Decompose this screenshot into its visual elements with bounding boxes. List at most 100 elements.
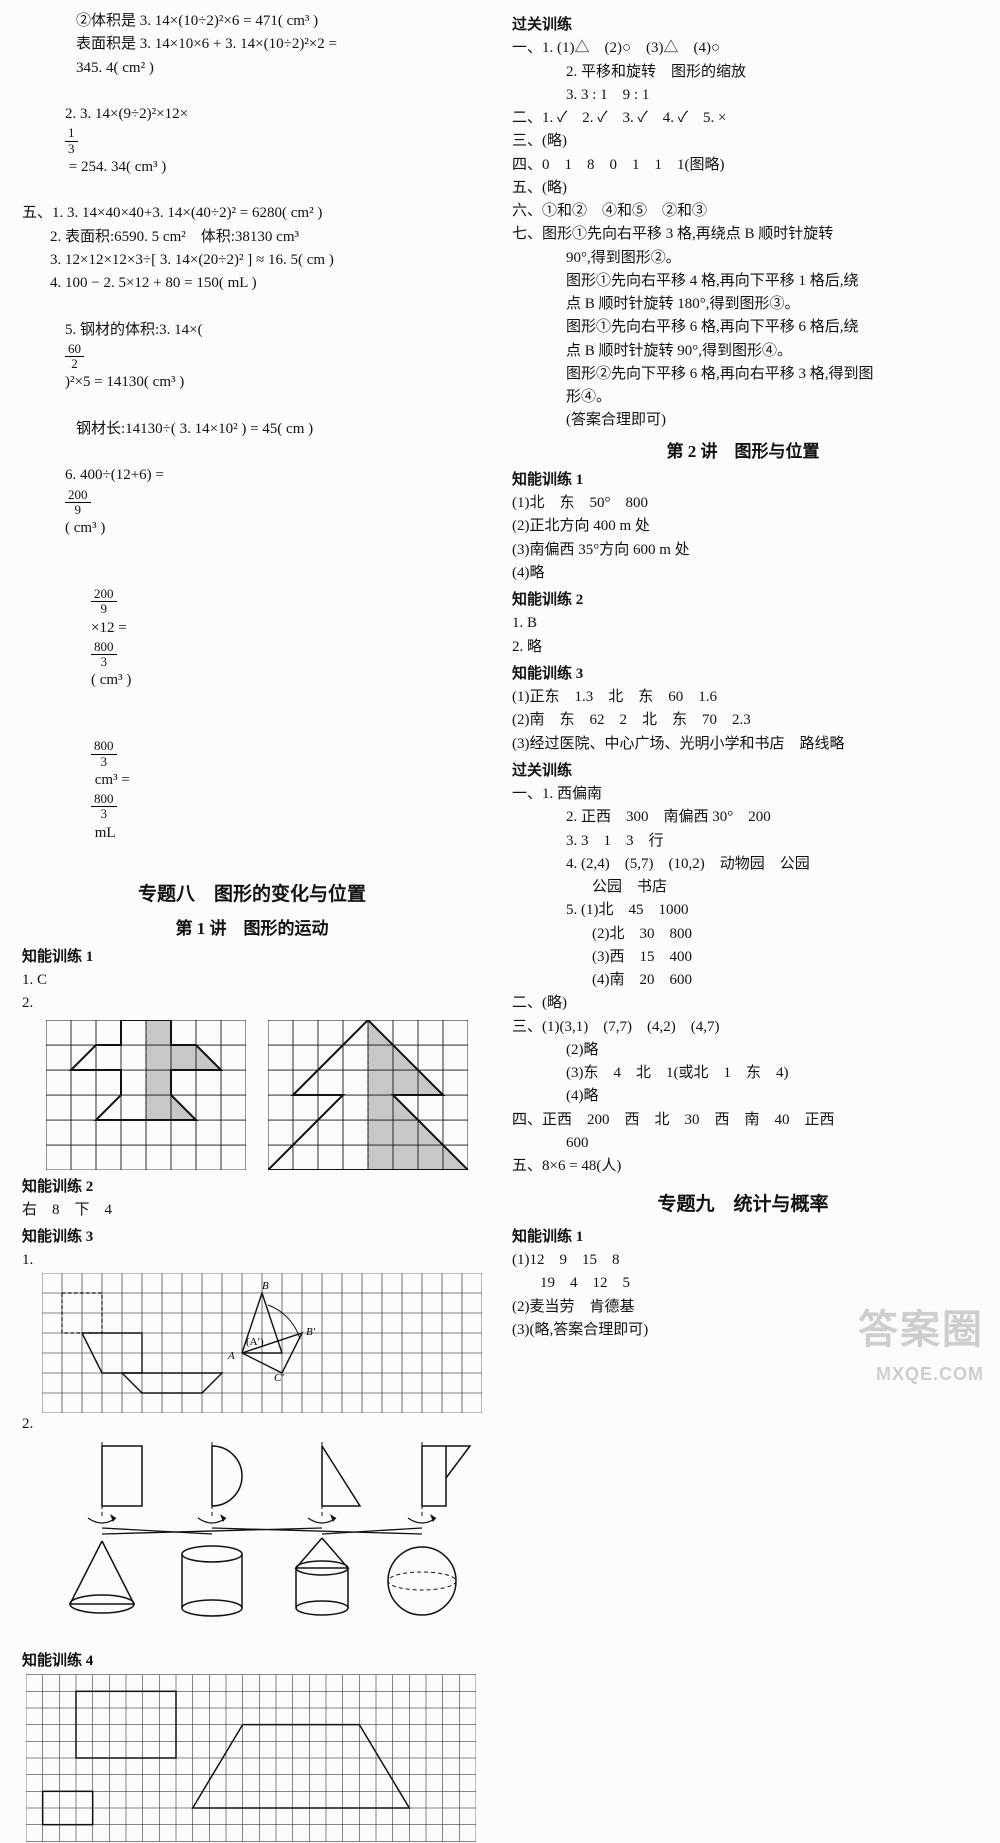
text: 一、1. (1)△ (2)○ (3)△ (4)○ [512,37,974,60]
subheading: 知能训练 3 [512,663,974,686]
t: 5. 钢材的体积:3. 14×( [65,322,203,338]
text: 1. B [512,612,974,635]
text: 1. [22,1249,482,1272]
t: 6. 400÷(12+6) = [65,467,168,483]
subheading: 知能训练 4 [22,1650,482,1673]
text: ②体积是 3. 14×(10÷2)²×6 = 471( cm³ ) [22,10,482,33]
text: 六、①和② ④和⑤ ②和③ [512,200,974,223]
subheading: 知能训练 2 [22,1176,482,1199]
t: 2. 3. 14×(9÷2)²×12× [65,106,188,122]
text: 右 8 下 4 [22,1199,482,1222]
text: 2009 ×12 = 8003 ( cm³ ) [22,564,482,716]
text: 公园 书店 [512,876,974,899]
text: (3)西 15 400 [512,946,974,969]
text: (1)北 东 50° 800 [512,492,974,515]
text: 图形①先向右平移 4 格,再向下平移 1 格后,绕 [512,270,974,293]
subheading: 知能训练 1 [512,469,974,492]
text: (2)略 [512,1039,974,1062]
text: 2. 平移和旋转 图形的缩放 [512,61,974,84]
svg-text:B′: B′ [306,1326,316,1338]
text: 90°,得到图形②。 [512,247,974,270]
watermark-bottom: MXQE.COM [858,1361,984,1389]
heading-section-2: 第 2 讲 图形与位置 [512,439,974,465]
matching-solids-figure [42,1436,482,1646]
text: 点 B 顺时针旋转 180°,得到图形③。 [512,293,974,316]
subheading: 知能训练 3 [22,1226,482,1249]
text: 形④。 [512,386,974,409]
heading-section-1: 第 1 讲 图形的运动 [22,916,482,942]
watermark-top: 答案圈 [858,1299,984,1361]
left-column: ②体积是 3. 14×(10÷2)²×6 = 471( cm³ ) 表面积是 3… [0,0,500,1399]
text: 一、1. 西偏南 [512,783,974,806]
text: 4. 100 − 2. 5×12 + 80 = 150( mL ) [22,272,482,295]
text: (1)12 9 15 8 [512,1249,974,1272]
figure-row-1 [46,1020,482,1170]
t: cm³ = [91,772,134,788]
fraction: 8003 [91,739,117,769]
text: 1. C [22,969,482,992]
fraction: 2009 [91,587,117,617]
text: 600 [512,1132,974,1155]
heading-topic-9: 专题九 统计与概率 [512,1190,974,1219]
text: 点 B 顺时针旋转 90°,得到图形④。 [512,340,974,363]
subheading: 过关训练 [512,760,974,783]
subheading: 知能训练 2 [512,589,974,612]
text: 6. 400÷(12+6) = 2009 ( cm³ ) [22,441,482,564]
text: 3. 3 : 1 9 : 1 [512,84,974,107]
text: 3. 12×12×12×3÷[ 3. 14×(20÷2)² ] ≈ 16. 5(… [22,249,482,272]
grid-figure-star [46,1020,246,1170]
t: ( cm³ ) [91,672,131,688]
text: 4. (2,4) (5,7) (10,2) 动物园 公园 [512,853,974,876]
text: 345. 4( cm² ) [22,57,482,80]
text: 三、(1)(3,1) (7,7) (4,2) (4,7) [512,1016,974,1039]
text: 三、(略) [512,130,974,153]
text: (3)南偏西 35°方向 600 m 处 [512,539,974,562]
text: 2. [22,992,482,1015]
fraction: 13 [65,126,78,156]
subheading: 知能训练 1 [512,1226,974,1249]
text: 二、1. ✓ 2. ✓ 3. ✓ 4. ✓ 5. × [512,107,974,130]
right-column: 过关训练 一、1. (1)△ (2)○ (3)△ (4)○ 2. 平移和旋转 图… [500,0,1000,1399]
text: 五、8×6 = 48(人) [512,1155,974,1178]
heading-topic-8: 专题八 图形的变化与位置 [22,880,482,909]
text: 8003 cm³ = 8003 mL [22,716,482,868]
text: 2. 3. 14×(9÷2)²×12× 13 = 254. 34( cm³ ) [22,80,482,203]
subheading: 知能训练 1 [22,946,482,969]
text: 19 4 12 5 [512,1272,974,1295]
text: (2)正北方向 400 m 处 [512,515,974,538]
text: (4)南 20 600 [512,969,974,992]
fraction: 602 [65,342,84,372]
svg-text:C′: C′ [274,1372,284,1384]
svg-text:A: A [227,1350,235,1362]
text: (3)经过医院、中心广场、光明小学和书店 路线略 [512,733,974,756]
text: 图形①先向右平移 6 格,再向下平移 6 格后,绕 [512,316,974,339]
svg-text:B: B [262,1280,269,1292]
text: 2. 略 [512,636,974,659]
t: ( cm³ ) [65,520,105,536]
svg-text:(A′): (A′) [246,1336,264,1348]
text: 图形②先向下平移 6 格,再向右平移 3 格,得到图 [512,363,974,386]
text: 五、1. 3. 14×40×40+3. 14×(40÷2)² = 6280( c… [22,202,482,225]
text: 5. 钢材的体积:3. 14×( 602 )²×5 = 14130( cm³ ) [22,295,482,418]
text: 表面积是 3. 14×10×6 + 3. 14×(10÷2)²×2 = [22,33,482,56]
text: 2. 正西 300 南偏西 30° 200 [512,806,974,829]
text: (3)东 4 北 1(或北 1 东 4) [512,1062,974,1085]
fraction: 8003 [91,792,117,822]
grid-figure-tree [268,1020,468,1170]
text: (2)南 东 62 2 北 东 70 2.3 [512,709,974,732]
subheading: 过关训练 [512,14,974,37]
text: 四、0 1 8 0 1 1 1(图略) [512,154,974,177]
t: = 254. 34( cm³ ) [65,159,166,175]
t: mL [91,825,116,841]
grid-figure-rotation: B A (A′) B′ C′ [42,1273,482,1413]
text: (4)略 [512,1085,974,1108]
text: (1)正东 1.3 北 东 60 1.6 [512,686,974,709]
text: 钢材长:14130÷( 3. 14×10² ) = 45( cm ) [22,418,482,441]
grid-figure-trapezoid [26,1673,476,1843]
text: 五、(略) [512,177,974,200]
text: (2)北 30 800 [512,923,974,946]
text: 二、(略) [512,992,974,1015]
text: (答案合理即可) [512,409,974,432]
text: 2. [22,1413,482,1436]
fraction: 8003 [91,640,117,670]
